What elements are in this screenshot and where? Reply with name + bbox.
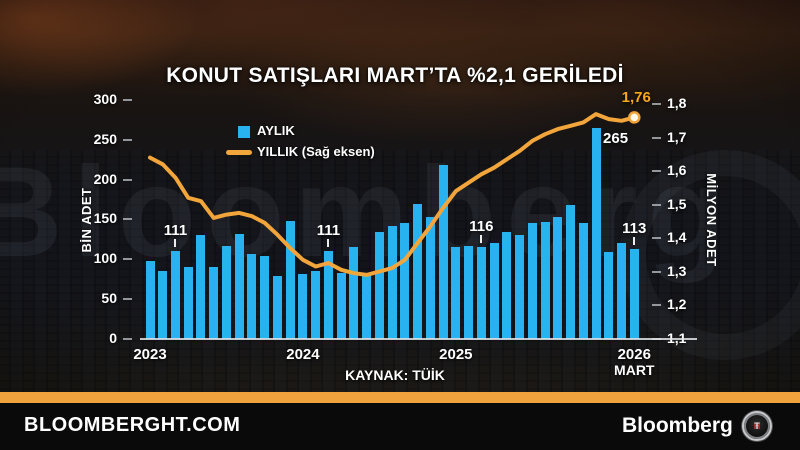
monthly-sales-bar [387, 225, 397, 339]
right-axis-tick-dash [652, 136, 661, 139]
bloomberg-ht-logo-icon: H T [742, 411, 772, 441]
left-axis-tick-label: 150 [93, 210, 117, 227]
monthly-sales-bar [196, 235, 206, 339]
callout-tick-dash [174, 238, 177, 247]
monthly-sales-bar [323, 250, 333, 339]
x-axis-month-sublabel: MART [614, 362, 655, 378]
left-axis-tick-label: 100 [93, 250, 117, 267]
monthly-sales-bar [400, 222, 410, 339]
monthly-sales-bar [489, 242, 499, 339]
monthly-sales-bar [349, 247, 359, 339]
monthly-sales-bar [617, 242, 627, 339]
monthly-sales-bar [540, 221, 550, 339]
monthly-sales-bar [515, 235, 525, 339]
left-axis-tick-label: 0 [109, 330, 117, 346]
left-axis-tick-label: 50 [101, 290, 117, 307]
monthly-sales-bar [604, 252, 614, 339]
footer-black-bar [0, 403, 800, 450]
right-axis-tick-label: 1,2 [667, 296, 687, 312]
monthly-sales-bar [413, 203, 423, 339]
right-axis-tick-dash [652, 237, 661, 239]
bar-value-callout: 265 [603, 129, 629, 147]
monthly-sales-bar [464, 245, 474, 339]
x-axis-baseline [140, 338, 697, 340]
right-axis-tick-dash [652, 270, 661, 273]
right-axis-tick-dash [652, 203, 661, 206]
monthly-sales-bar [170, 250, 180, 339]
monthly-sales-bar [451, 247, 461, 339]
left-axis-tick-dash [123, 338, 132, 340]
right-axis-tick-dash [652, 304, 661, 306]
monthly-sales-bar [591, 127, 601, 339]
line-endpoint-dot [628, 111, 641, 124]
monthly-sales-bar [502, 232, 512, 339]
monthly-sales-bar [476, 246, 486, 339]
monthly-sales-bar [234, 233, 244, 339]
left-axis-tick-dash [123, 218, 132, 221]
monthly-sales-bar [247, 253, 257, 339]
footer-orange-strip [0, 392, 800, 403]
callout-tick-dash [633, 236, 636, 245]
right-axis-tick-label: 1,8 [667, 95, 687, 111]
chart-title: KONUT SATIŞLARI MART’TA %2,1 GERİLEDİ [166, 64, 624, 87]
callout-tick-dash [327, 238, 330, 247]
line-end-value-callout: 1,76 [621, 89, 651, 106]
ht-logo-letter-h: H [753, 420, 761, 431]
bar-value-callout: 111 [316, 221, 341, 239]
bar-value-callout: 113 [622, 219, 647, 237]
monthly-sales-bar [209, 267, 219, 339]
callout-tick-dash [480, 234, 483, 243]
monthly-sales-bar [527, 223, 537, 339]
right-axis-tick-label: 1,7 [667, 128, 687, 145]
monthly-sales-bar [438, 165, 448, 339]
x-axis-year-label: 2024 [286, 346, 320, 363]
left-axis-tick-dash [123, 298, 132, 301]
right-axis-tick-label: 1,5 [667, 195, 687, 212]
monthly-sales-bar [260, 256, 270, 339]
left-axis-tick-label: 200 [93, 170, 117, 187]
source-credit: KAYNAK: TÜİK [345, 367, 445, 383]
left-axis-tick-dash [123, 178, 132, 181]
x-axis-year-label: 2025 [439, 346, 473, 363]
monthly-sales-bar [629, 248, 639, 339]
monthly-sales-bar [336, 272, 346, 339]
monthly-sales-bar [311, 271, 321, 339]
ht-logo-letter-t: T [754, 420, 760, 431]
monthly-sales-bar [183, 267, 193, 339]
left-axis-tick-dash [123, 138, 132, 141]
left-axis-tick-label: 300 [93, 90, 117, 107]
monthly-sales-bar [553, 217, 563, 339]
monthly-sales-bar [285, 221, 295, 339]
right-axis-tick-label: 1,1 [667, 330, 711, 346]
right-axis-tick-label: 1,4 [667, 229, 687, 245]
monthly-sales-bar [374, 232, 384, 339]
left-axis-tick-dash [123, 258, 132, 261]
footer-website: BLOOMBERGHT.COM [24, 414, 241, 436]
monthly-sales-bar [425, 217, 435, 339]
left-axis-tick-label: 250 [93, 130, 117, 147]
bar-value-callout: 116 [469, 217, 494, 235]
monthly-sales-bar [566, 205, 576, 339]
monthly-sales-bar [578, 223, 588, 339]
x-axis-year-label: 2026 [617, 346, 651, 363]
footer-bloomberg-wordmark: Bloomberg [622, 414, 733, 437]
monthly-sales-bar [145, 260, 155, 339]
bar-value-callout: 111 [163, 221, 188, 239]
right-axis-tick-dash [652, 170, 661, 172]
monthly-sales-bar [362, 272, 372, 339]
right-axis-tick-label: 1,6 [667, 162, 687, 178]
right-axis-tick-label: 1,3 [667, 262, 687, 279]
monthly-sales-bar [272, 276, 282, 339]
x-axis-year-label: 2023 [133, 346, 167, 363]
monthly-sales-bar [158, 271, 168, 339]
monthly-sales-bar [221, 245, 231, 339]
right-axis-tick-dash [652, 103, 661, 105]
monthly-sales-bar [298, 274, 308, 339]
left-axis-tick-dash [123, 98, 132, 101]
